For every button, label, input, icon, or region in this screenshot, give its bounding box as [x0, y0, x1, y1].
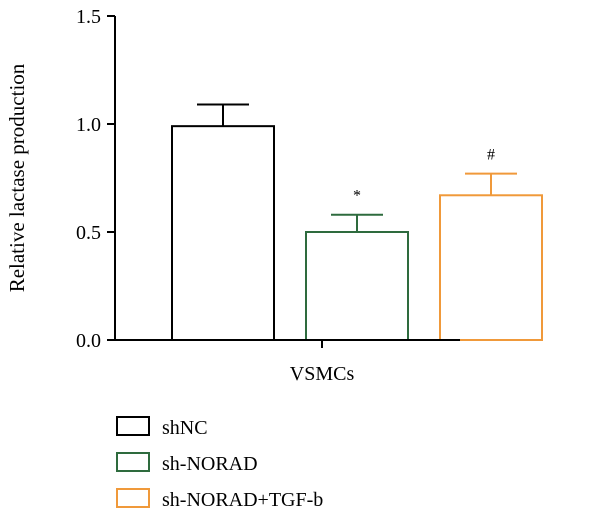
legend: shNC sh-NORAD sh-NORAD+TGF-b — [116, 416, 323, 511]
significance-annotations: *# — [353, 147, 495, 205]
y-axis-title: Relative lactase production — [5, 63, 29, 292]
y-tick-label: 1.0 — [76, 114, 101, 136]
bar-sh-norad — [305, 231, 409, 341]
y-tick-label: 0.0 — [76, 330, 101, 352]
significance-marker: # — [487, 147, 495, 164]
y-tick-label: 1.5 — [76, 6, 101, 28]
significance-marker: * — [353, 188, 361, 205]
bar-sh-norad-tgf-b — [439, 194, 543, 341]
x-axis-category-label: VSMCs — [290, 363, 355, 385]
y-tick-label: 0.5 — [76, 222, 101, 244]
legend-label: sh-NORAD+TGF-b — [162, 489, 323, 511]
y-axis: 0.0 0.5 1.0 1.5 — [76, 6, 116, 352]
error-bars — [197, 103, 517, 232]
legend-swatch — [116, 452, 150, 472]
bar-shnc — [171, 125, 275, 341]
legend-label: shNC — [162, 417, 208, 439]
legend-swatch — [116, 488, 150, 508]
legend-label: sh-NORAD — [162, 453, 258, 475]
legend-swatch — [116, 416, 150, 436]
